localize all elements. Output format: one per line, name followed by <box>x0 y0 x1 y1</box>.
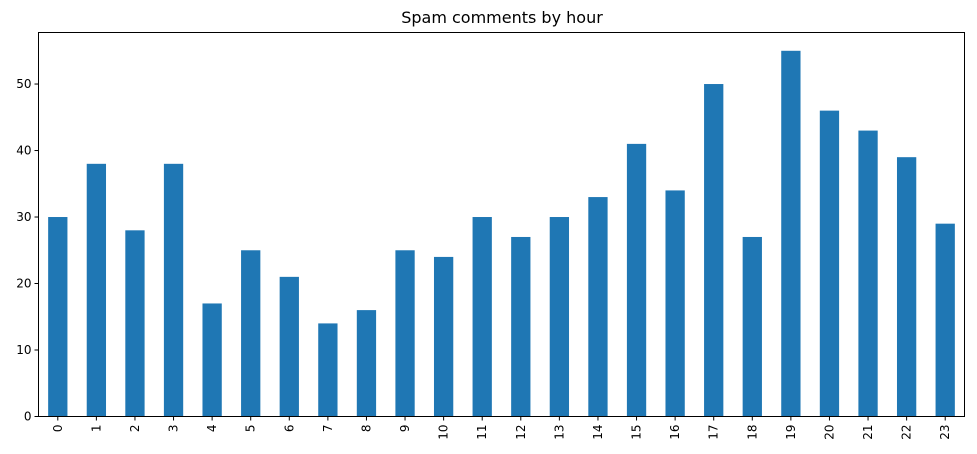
bar-hour-16 <box>665 190 685 417</box>
y-tick-label: 0 <box>24 410 32 424</box>
bar-hour-15 <box>626 143 647 417</box>
bar-hour-7 <box>318 323 338 417</box>
y-tick-label: 40 <box>16 144 31 158</box>
x-tick-label: 3 <box>167 425 181 433</box>
bar-hour-10 <box>433 256 454 417</box>
x-tick-label: 4 <box>205 425 219 433</box>
x-tick-label: 1 <box>89 425 103 433</box>
x-tick-label: 18 <box>745 425 759 440</box>
x-tick-label: 19 <box>784 425 798 440</box>
y-tick-label: 10 <box>16 343 31 357</box>
x-tick-label: 12 <box>514 425 528 440</box>
x-tick-label: 2 <box>128 425 142 433</box>
bar-hour-19 <box>781 50 801 417</box>
bar-hour-0 <box>48 217 68 417</box>
x-tick-label: 17 <box>707 425 721 440</box>
x-tick-label: 14 <box>591 425 605 440</box>
bar-hour-12 <box>511 236 531 417</box>
bar-hour-22 <box>896 157 917 417</box>
y-axis: 0 10 20 30 40 50 <box>16 77 39 424</box>
bar-hour-5 <box>241 250 261 417</box>
x-tick-label: 23 <box>938 425 952 440</box>
x-tick-label: 22 <box>900 425 914 440</box>
bar-hour-1 <box>86 163 107 417</box>
y-tick-label: 30 <box>16 210 31 224</box>
x-tick-label: 13 <box>552 425 566 440</box>
chart-title: Spam comments by hour <box>401 8 603 27</box>
bar-hour-23 <box>935 223 955 417</box>
bar-hour-13 <box>549 217 570 417</box>
y-tick-label: 20 <box>16 277 31 291</box>
bar-hour-14 <box>588 197 608 417</box>
bar-hour-17 <box>704 84 724 417</box>
x-axis: 0 1 2 3 4 5 6 7 8 9 10 11 12 13 14 15 16 17 18 19 20 21 22 23 <box>51 416 952 440</box>
x-tick-label: 20 <box>822 425 836 440</box>
bar-hour-11 <box>472 217 492 417</box>
x-tick-label: 0 <box>51 425 65 433</box>
x-tick-label: 10 <box>437 425 451 440</box>
bar-hour-20 <box>819 110 840 417</box>
bar-hour-21 <box>858 130 878 417</box>
x-tick-label: 7 <box>321 425 335 433</box>
bar-hour-4 <box>202 303 222 417</box>
plot-frame <box>38 32 965 417</box>
bar-hour-8 <box>356 310 377 417</box>
x-tick-label: 6 <box>282 425 296 433</box>
x-tick-label: 16 <box>668 425 682 440</box>
x-tick-label: 5 <box>244 425 258 433</box>
x-tick-label: 15 <box>630 425 644 440</box>
x-tick-label: 9 <box>398 425 412 433</box>
x-tick-label: 21 <box>861 425 875 440</box>
x-tick-label: 8 <box>359 425 373 433</box>
bar-hour-9 <box>395 250 415 417</box>
bar-hour-2 <box>125 230 145 417</box>
x-tick-label: 11 <box>475 425 489 440</box>
y-tick-label: 50 <box>16 77 31 91</box>
bar-hour-18 <box>742 236 762 417</box>
bar-hour-3 <box>163 163 184 417</box>
bar-hour-6 <box>279 276 299 417</box>
bars-group <box>48 50 955 417</box>
